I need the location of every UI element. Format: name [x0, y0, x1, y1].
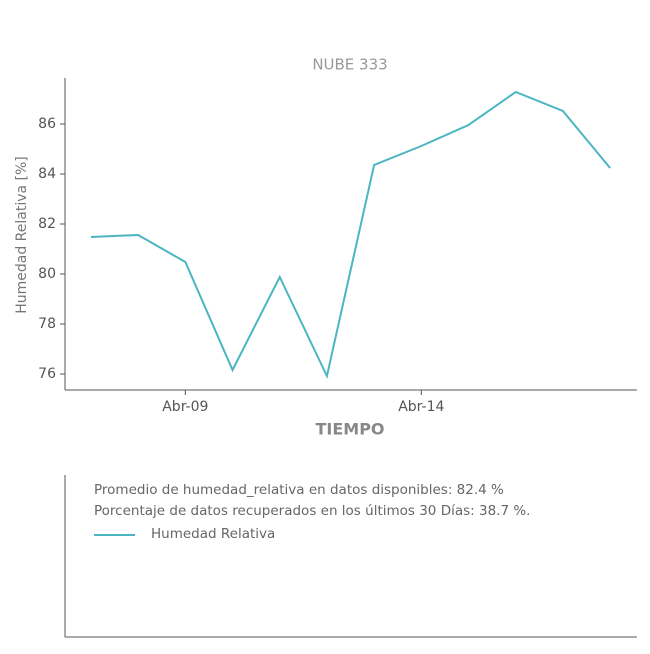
- y-axis-label: Humedad Relativa [%]: [14, 156, 30, 314]
- y-tick-label: 84: [38, 166, 56, 182]
- x-tick-label: Abr-14: [398, 399, 444, 415]
- chart-title: NUBE 333: [312, 56, 387, 74]
- x-tick-label: Abr-09: [162, 399, 208, 415]
- x-axis-label: TIEMPO: [315, 420, 384, 439]
- y-tick-label: 76: [38, 366, 56, 382]
- y-tick-label: 86: [38, 116, 56, 132]
- y-tick-label: 80: [38, 266, 56, 282]
- note: Promedio de humedad_relativa en datos di…: [94, 482, 504, 498]
- note: Porcentaje de datos recuperados en los ú…: [94, 503, 530, 519]
- y-tick-label: 82: [38, 216, 56, 232]
- line: [90, 90, 611, 380]
- legend-label: Humedad Relativa: [151, 526, 275, 542]
- y-tick-label: 78: [38, 316, 56, 332]
